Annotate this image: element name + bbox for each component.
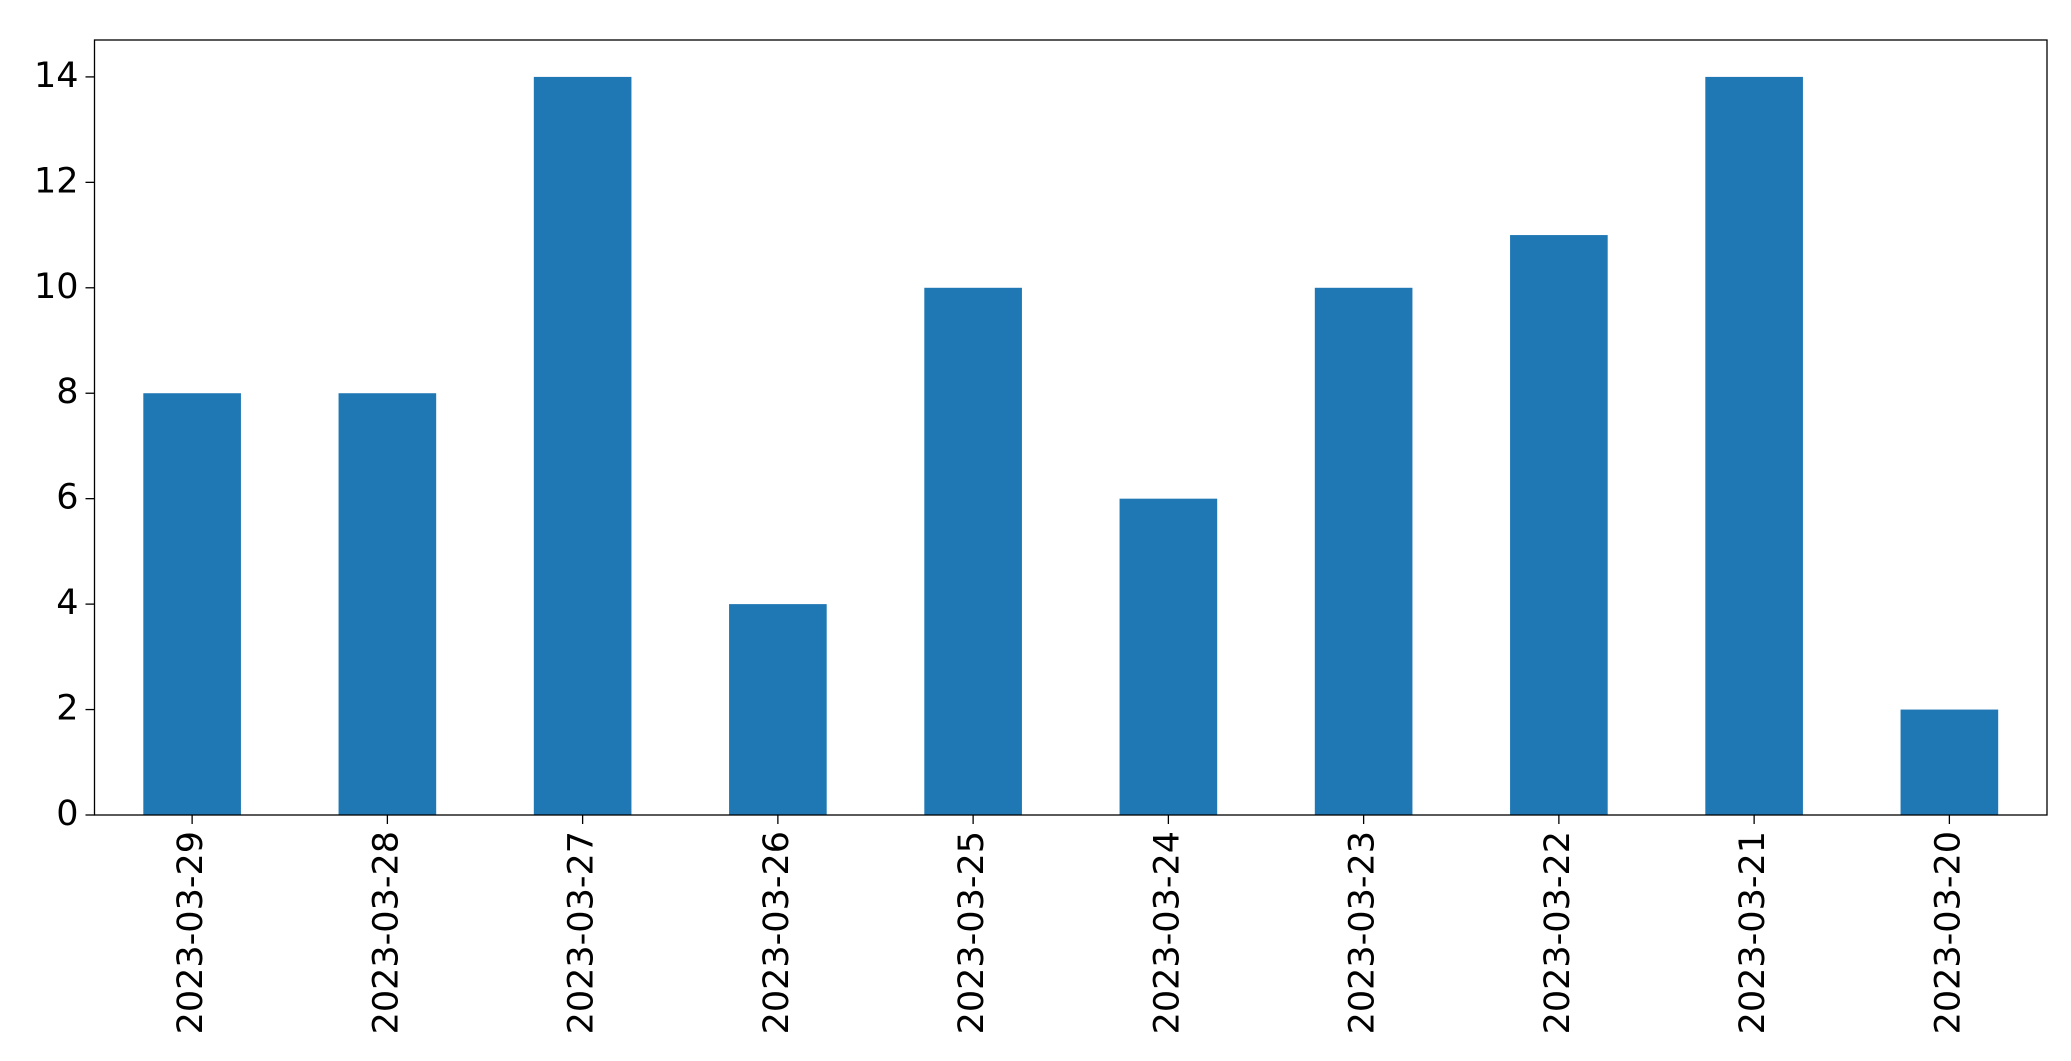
x-tick-label: 2023-03-23 bbox=[1343, 831, 1383, 1034]
y-tick-label: 14 bbox=[34, 56, 79, 96]
x-tick-label: 2023-03-27 bbox=[562, 831, 602, 1034]
bar bbox=[143, 393, 241, 815]
x-tick-label: 2023-03-22 bbox=[1538, 831, 1578, 1034]
x-tick-label: 2023-03-26 bbox=[757, 831, 797, 1034]
x-tick-label: 2023-03-28 bbox=[366, 831, 406, 1034]
y-tick-label: 10 bbox=[34, 267, 79, 307]
y-tick-label: 8 bbox=[56, 372, 78, 412]
y-tick-label: 6 bbox=[56, 478, 78, 518]
bar bbox=[1900, 709, 1999, 815]
plot-frame bbox=[93, 39, 2048, 816]
y-tick-label: 12 bbox=[34, 161, 79, 201]
bar bbox=[1119, 498, 1218, 815]
x-tick-label: 2023-03-29 bbox=[171, 831, 211, 1034]
x-tick-label: 2023-03-21 bbox=[1733, 831, 1773, 1034]
x-tick-label: 2023-03-20 bbox=[1928, 831, 1968, 1034]
y-tick-label: 0 bbox=[56, 794, 78, 834]
bar bbox=[729, 604, 827, 815]
x-tick-label: 2023-03-25 bbox=[952, 831, 992, 1034]
bar bbox=[533, 76, 632, 815]
y-tick-label: 2 bbox=[56, 689, 78, 729]
y-tick-label: 4 bbox=[56, 583, 78, 623]
bar bbox=[924, 287, 1022, 815]
bar bbox=[338, 393, 437, 815]
bar bbox=[1705, 76, 1803, 815]
x-tick-label: 2023-03-24 bbox=[1147, 831, 1187, 1034]
bar bbox=[1314, 287, 1413, 815]
bar bbox=[1510, 235, 1608, 816]
